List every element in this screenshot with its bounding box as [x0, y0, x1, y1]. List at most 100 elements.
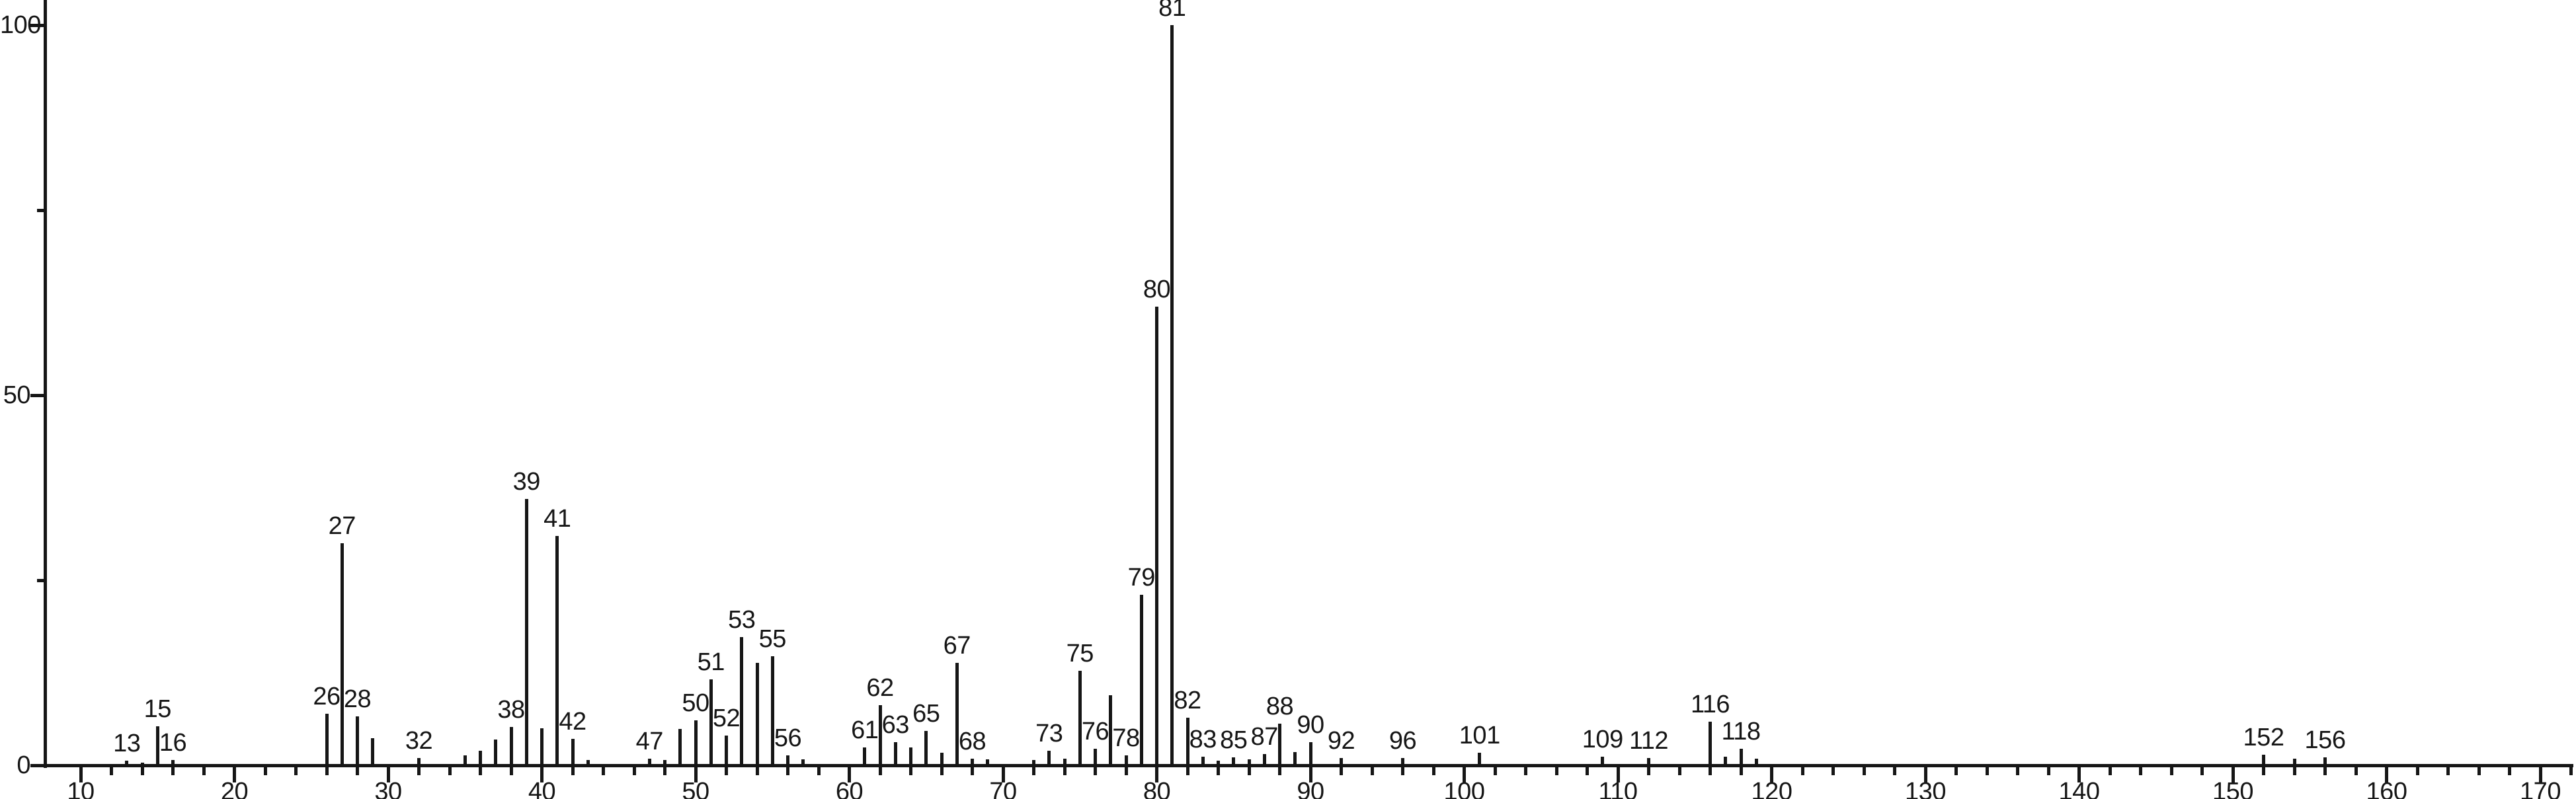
peak-55	[770, 656, 774, 765]
peak-14	[140, 762, 144, 765]
x-minor-tick-116	[1709, 767, 1712, 775]
peak-69	[986, 759, 990, 765]
x-minor-tick-46	[632, 767, 636, 775]
peak-label-109: 109	[1582, 725, 1623, 753]
x-major-tick-150	[2231, 767, 2235, 782]
peak-72	[1032, 760, 1035, 765]
x-minor-tick-112	[1647, 767, 1650, 775]
x-major-tick-160	[2385, 767, 2388, 782]
x-minor-tick-82	[1186, 767, 1189, 775]
peak-label-39: 39	[512, 467, 541, 496]
x-minor-tick-42	[571, 767, 575, 775]
peak-63	[893, 742, 897, 765]
peak-label-152: 152	[2243, 724, 2284, 752]
x-minor-tick-126	[1862, 767, 1866, 775]
peak-label-82: 82	[1174, 687, 1201, 715]
x-minor-tick-64	[909, 767, 912, 775]
x-minor-tick-172	[2569, 767, 2573, 775]
x-minor-tick-76	[1094, 767, 1097, 775]
x-minor-tick-142	[2108, 767, 2112, 775]
x-minor-tick-108	[1586, 767, 1589, 775]
peak-label-52: 52	[712, 704, 741, 733]
peak-13	[125, 761, 129, 765]
peak-label-116: 116	[1690, 690, 1730, 718]
x-minor-tick-58	[817, 767, 821, 775]
peak-28	[356, 716, 359, 765]
peak-label-65: 65	[912, 700, 940, 728]
peak-label-80: 80	[1143, 275, 1171, 303]
x-major-tick-50	[694, 767, 698, 782]
x-major-tick-40	[540, 767, 543, 782]
x-minor-tick-54	[755, 767, 759, 775]
peak-label-73: 73	[1035, 719, 1063, 747]
peak-32	[417, 757, 421, 765]
x-tick-label-120: 120	[1751, 778, 1792, 799]
peak-label-79: 79	[1127, 564, 1156, 592]
y-major-tick-0	[30, 764, 45, 767]
y-minor-tick-25	[37, 579, 45, 582]
x-minor-tick-18	[202, 767, 206, 775]
x-minor-tick-52	[725, 767, 728, 775]
peak-43	[586, 760, 590, 765]
x-minor-tick-86	[1247, 767, 1251, 775]
peak-label-61: 61	[851, 716, 879, 745]
peak-49	[678, 729, 682, 765]
peak-76	[1094, 749, 1097, 765]
peak-53	[740, 637, 744, 765]
x-major-tick-120	[1770, 767, 1773, 782]
x-minor-tick-36	[479, 767, 482, 775]
x-minor-tick-12	[110, 767, 113, 775]
peak-67	[955, 663, 959, 765]
x-minor-tick-88	[1278, 767, 1281, 775]
x-minor-tick-122	[1800, 767, 1804, 775]
x-minor-tick-152	[2262, 767, 2265, 775]
y-minor-tick-75	[37, 209, 45, 212]
x-major-tick-10	[79, 767, 83, 782]
x-minor-tick-138	[2046, 767, 2050, 775]
x-major-tick-130	[1923, 767, 1927, 782]
peak-54	[755, 663, 759, 765]
x-tick-label-100: 100	[1443, 778, 1485, 799]
peak-81	[1170, 25, 1174, 765]
peak-15	[155, 726, 159, 765]
peak-label-88: 88	[1266, 693, 1294, 721]
peak-51	[709, 679, 713, 765]
x-minor-tick-22	[263, 767, 267, 775]
peak-29	[371, 738, 375, 765]
peak-89	[1293, 751, 1297, 765]
x-minor-tick-98	[1431, 767, 1435, 775]
peak-73	[1047, 750, 1051, 765]
x-major-tick-70	[1001, 767, 1005, 782]
peak-37	[494, 739, 498, 765]
peak-label-41: 41	[543, 504, 571, 533]
peak-label-51: 51	[697, 648, 725, 677]
x-tick-label-110: 110	[1598, 778, 1638, 799]
peak-56	[786, 755, 789, 765]
x-major-tick-110	[1616, 767, 1620, 782]
peak-27	[340, 543, 344, 765]
x-minor-tick-146	[2169, 767, 2173, 775]
peak-label-32: 32	[405, 726, 433, 755]
x-minor-tick-68	[971, 767, 974, 775]
peak-label-90: 90	[1297, 711, 1324, 740]
peak-label-47: 47	[635, 727, 664, 755]
x-major-tick-100	[1463, 767, 1466, 782]
peak-label-55: 55	[758, 625, 787, 654]
peak-41	[555, 535, 559, 765]
peak-47	[647, 758, 651, 765]
y-tick-label-0: 0	[17, 751, 30, 779]
x-tick-label-130: 130	[1905, 778, 1946, 799]
x-minor-tick-96	[1401, 767, 1404, 775]
peak-154	[2292, 758, 2296, 765]
x-minor-tick-118	[1739, 767, 1743, 775]
x-minor-tick-34	[448, 767, 452, 775]
x-minor-tick-148	[2200, 767, 2204, 775]
peak-85	[1232, 757, 1236, 765]
x-tick-label-10: 10	[67, 778, 95, 799]
x-minor-tick-134	[1985, 767, 1989, 775]
peak-52	[725, 736, 728, 765]
x-minor-tick-28	[356, 767, 359, 775]
x-tick-label-90: 90	[1297, 778, 1324, 799]
peak-50	[694, 720, 698, 765]
peak-label-16: 16	[159, 729, 187, 757]
